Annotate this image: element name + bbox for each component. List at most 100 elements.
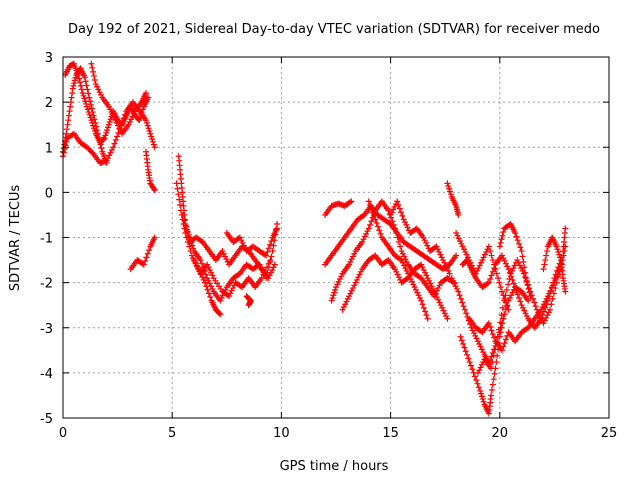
data-point [499, 304, 506, 311]
data-point [420, 266, 427, 273]
data-point [397, 256, 404, 263]
data-point [188, 252, 195, 259]
data-point [142, 257, 149, 264]
data-point [494, 333, 501, 340]
data-point [471, 330, 478, 337]
data-point [84, 103, 91, 110]
data-point [510, 280, 517, 287]
data-point [94, 83, 101, 90]
data-point [88, 117, 95, 124]
data-point [343, 298, 350, 305]
data-point [540, 320, 547, 327]
data-point [509, 289, 516, 296]
data-point [94, 130, 101, 137]
data-point [491, 346, 498, 353]
data-point [86, 111, 93, 118]
data-point [418, 261, 425, 268]
data-point [352, 279, 359, 286]
data-point [328, 297, 335, 304]
data-point [145, 125, 152, 132]
data-point [423, 312, 430, 319]
data-point [262, 267, 269, 274]
data-point [475, 384, 482, 391]
data-point [184, 228, 191, 235]
data-point [89, 149, 96, 156]
data-point [265, 275, 272, 282]
y-tick-label: -5 [40, 412, 53, 427]
data-point [185, 233, 192, 240]
data-point [453, 252, 460, 259]
data-point [491, 334, 498, 341]
data-point [149, 136, 156, 143]
data-point [182, 222, 189, 229]
data-point [519, 304, 526, 311]
data-point [201, 279, 208, 286]
data-point [512, 229, 519, 236]
data-point [418, 297, 425, 304]
data-point [492, 266, 499, 273]
data-point [439, 304, 446, 311]
data-point [347, 290, 354, 297]
data-point [117, 128, 124, 135]
data-point [359, 239, 366, 246]
data-point [398, 248, 405, 255]
data-point [353, 276, 360, 283]
data-point [529, 295, 536, 302]
data-point [501, 257, 508, 264]
data-point [540, 301, 547, 308]
data-point [139, 106, 146, 113]
data-point [523, 275, 530, 282]
data-point [346, 293, 353, 300]
data-point [72, 74, 79, 81]
data-point [498, 236, 505, 243]
data-point [190, 245, 197, 252]
data-point [549, 295, 556, 302]
data-point [553, 243, 560, 250]
data-point [459, 299, 466, 306]
data-point [237, 283, 244, 290]
data-point [443, 265, 450, 272]
data-point [501, 311, 508, 318]
data-point [489, 381, 496, 388]
data-point [267, 269, 274, 276]
data-point [523, 313, 530, 320]
data-point [518, 248, 525, 255]
data-point [265, 260, 272, 267]
data-point [357, 268, 364, 275]
data-point [265, 245, 272, 252]
data-point [496, 279, 503, 286]
data-point [467, 362, 474, 369]
data-point [83, 82, 90, 89]
data-point [403, 221, 410, 228]
data-point [128, 116, 135, 123]
data-point [461, 344, 468, 351]
data-point [555, 248, 562, 255]
data-point [144, 122, 151, 129]
data-point [112, 117, 119, 124]
data-point [495, 326, 502, 333]
data-point [130, 110, 137, 117]
data-point [542, 257, 549, 264]
data-point [416, 274, 423, 281]
data-point [516, 262, 523, 269]
data-point [263, 252, 270, 259]
y-tick-label: 1 [45, 141, 53, 156]
data-point [342, 301, 349, 308]
data-point [125, 121, 132, 128]
data-point [535, 309, 542, 316]
y-tick-label: -3 [40, 322, 53, 337]
data-point [149, 138, 156, 145]
x-tick-label: 20 [492, 426, 509, 441]
data-point [389, 218, 396, 225]
data-point [63, 130, 70, 137]
data-point [562, 288, 569, 295]
data-point [485, 279, 492, 286]
data-point [456, 292, 463, 299]
data-point [542, 304, 549, 311]
data-point [489, 331, 496, 338]
data-point [510, 265, 517, 272]
data-point [109, 111, 116, 118]
data-point [209, 285, 216, 292]
data-point [66, 108, 73, 115]
data-point [62, 134, 69, 141]
